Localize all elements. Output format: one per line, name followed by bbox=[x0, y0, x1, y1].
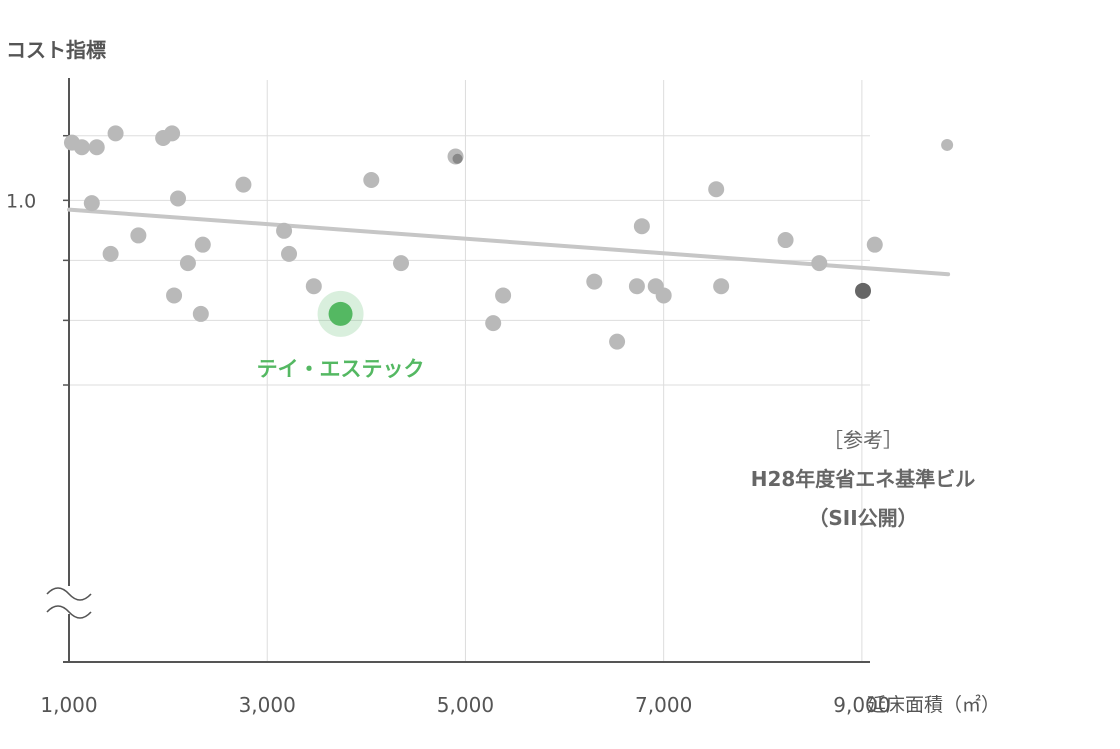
data-point bbox=[777, 232, 794, 249]
data-point bbox=[708, 181, 725, 198]
data-point bbox=[194, 236, 211, 253]
data-point bbox=[485, 315, 502, 332]
data-point bbox=[164, 125, 181, 142]
data-point bbox=[609, 333, 626, 350]
data-point bbox=[73, 139, 90, 156]
highlight-label: テイ・エステック bbox=[257, 357, 425, 381]
trend-line bbox=[67, 207, 951, 277]
x-axis-title: 延床面積（㎡） bbox=[867, 693, 1000, 716]
axis-break-symbol bbox=[46, 605, 92, 619]
data-point bbox=[88, 139, 105, 156]
data-point bbox=[811, 255, 828, 272]
data-point bbox=[102, 245, 119, 262]
data-point bbox=[170, 190, 187, 207]
data-point bbox=[941, 138, 954, 151]
highlight-point bbox=[328, 301, 353, 326]
data-point bbox=[192, 305, 209, 322]
x-tick-label: 9,000 bbox=[833, 693, 890, 717]
axis-break-mask bbox=[45, 586, 93, 614]
data-point bbox=[655, 287, 672, 304]
data-point bbox=[281, 245, 298, 262]
x-tick-label: 7,000 bbox=[635, 693, 692, 717]
data-point bbox=[866, 236, 883, 253]
data-point bbox=[305, 278, 322, 295]
data-point bbox=[586, 273, 603, 290]
data-point bbox=[130, 227, 147, 244]
x-tick-label: 1,000 bbox=[40, 693, 97, 717]
data-point bbox=[363, 172, 380, 189]
data-point bbox=[633, 218, 650, 235]
data-point bbox=[179, 255, 196, 272]
data-point bbox=[276, 222, 293, 239]
reference-label-line: H28年度省エネ基準ビル bbox=[751, 467, 976, 491]
data-point bbox=[166, 287, 183, 304]
data-point bbox=[107, 125, 124, 142]
axis-break-symbol bbox=[46, 587, 92, 601]
data-point bbox=[83, 195, 100, 212]
data-point bbox=[235, 176, 252, 193]
y-tick-label: 1.0 bbox=[6, 190, 36, 212]
x-tick-label: 3,000 bbox=[239, 693, 296, 717]
reference-point bbox=[855, 282, 871, 299]
data-point bbox=[713, 278, 730, 295]
data-point bbox=[393, 255, 410, 272]
data-point bbox=[628, 278, 645, 295]
x-tick-label: 5,000 bbox=[437, 693, 494, 717]
data-point bbox=[495, 287, 512, 304]
data-point-small bbox=[452, 153, 463, 164]
reference-label-line: ［参考］ bbox=[823, 428, 903, 452]
reference-label-line: （SII公開） bbox=[808, 506, 917, 530]
y-axis-title: コスト指標 bbox=[6, 38, 106, 62]
